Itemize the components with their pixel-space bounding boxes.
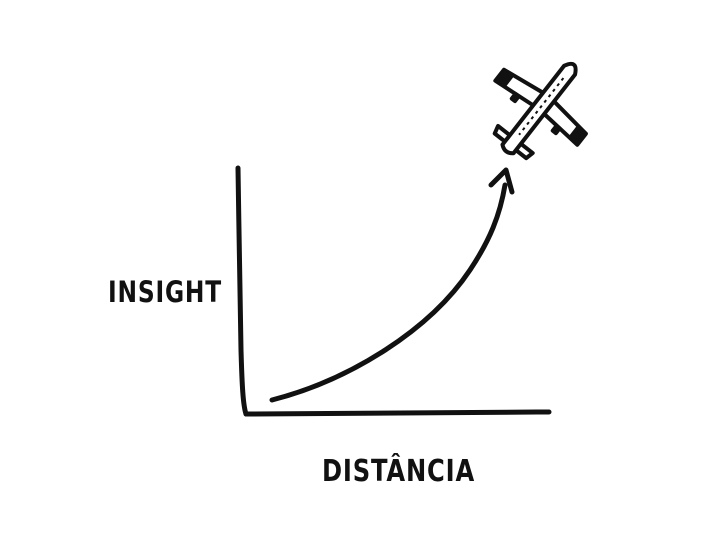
- arrow-head: [488, 167, 515, 195]
- growth-curve: [269, 182, 508, 403]
- y-axis-label: INSIGHT: [108, 275, 222, 309]
- y-axis-line: [235, 165, 249, 417]
- airplane-icon: [492, 61, 588, 161]
- x-axis-label: DISTÂNCIA: [322, 453, 475, 489]
- x-axis-line: [243, 409, 552, 417]
